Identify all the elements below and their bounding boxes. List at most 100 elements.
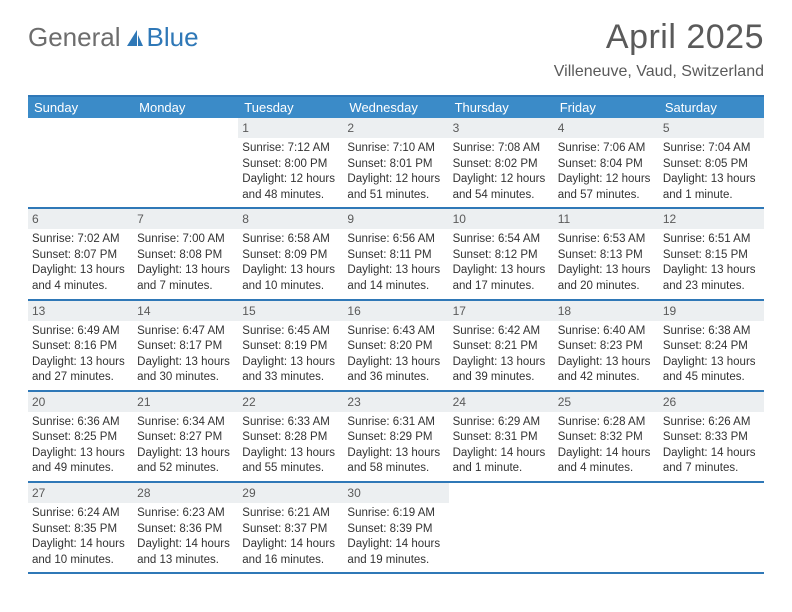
page-title: April 2025 <box>554 18 764 57</box>
day-cell: 23Sunrise: 6:31 AMSunset: 8:29 PMDayligh… <box>343 392 448 481</box>
brand-sail-icon <box>125 28 145 48</box>
daylight-text: Daylight: 13 hours and 30 minutes. <box>137 355 234 386</box>
sunset-text: Sunset: 8:19 PM <box>242 339 339 355</box>
daylight-text: Daylight: 13 hours and 1 minute. <box>663 172 760 203</box>
daylight-text: Daylight: 13 hours and 14 minutes. <box>347 263 444 294</box>
sunrise-text: Sunrise: 6:51 AM <box>663 232 760 248</box>
daylight-text: Daylight: 13 hours and 27 minutes. <box>32 355 129 386</box>
calendar: SundayMondayTuesdayWednesdayThursdayFrid… <box>28 95 764 574</box>
sunrise-text: Sunrise: 6:33 AM <box>242 415 339 431</box>
sunrise-text: Sunrise: 6:28 AM <box>558 415 655 431</box>
sunset-text: Sunset: 8:20 PM <box>347 339 444 355</box>
sunset-text: Sunset: 8:08 PM <box>137 248 234 264</box>
sunrise-text: Sunrise: 6:26 AM <box>663 415 760 431</box>
day-cell: 26Sunrise: 6:26 AMSunset: 8:33 PMDayligh… <box>659 392 764 481</box>
day-cell: 8 Sunrise: 6:58 AMSunset: 8:09 PMDaylight… <box>238 209 343 298</box>
day-cell: 7 Sunrise: 7:00 AMSunset: 8:08 PMDaylight… <box>133 209 238 298</box>
day-number: 26 <box>659 392 764 412</box>
sunset-text: Sunset: 8:16 PM <box>32 339 129 355</box>
day-number: 8 <box>238 209 343 229</box>
sunrise-text: Sunrise: 7:02 AM <box>32 232 129 248</box>
sunset-text: Sunset: 8:39 PM <box>347 522 444 538</box>
day-cell: 10Sunrise: 6:54 AMSunset: 8:12 PMDayligh… <box>449 209 554 298</box>
day-number: 14 <box>133 301 238 321</box>
sunrise-text: Sunrise: 6:21 AM <box>242 506 339 522</box>
sunrise-text: Sunrise: 6:24 AM <box>32 506 129 522</box>
daylight-text: Daylight: 13 hours and 7 minutes. <box>137 263 234 294</box>
day-number: 7 <box>133 209 238 229</box>
daylight-text: Daylight: 13 hours and 45 minutes. <box>663 355 760 386</box>
sunrise-text: Sunrise: 7:08 AM <box>453 141 550 157</box>
daylight-text: Daylight: 13 hours and 10 minutes. <box>242 263 339 294</box>
day-number: 3 <box>449 118 554 138</box>
day-cell: 6Sunrise: 7:02 AMSunset: 8:07 PMDaylight… <box>28 209 133 298</box>
daylight-text: Daylight: 12 hours and 57 minutes. <box>558 172 655 203</box>
daylight-text: Daylight: 13 hours and 20 minutes. <box>558 263 655 294</box>
daylight-text: Daylight: 14 hours and 19 minutes. <box>347 537 444 568</box>
day-number: 20 <box>28 392 133 412</box>
day-number: 4 <box>554 118 659 138</box>
day-number: 19 <box>659 301 764 321</box>
brand-part2: Blue <box>147 22 199 53</box>
sunrise-text: Sunrise: 7:10 AM <box>347 141 444 157</box>
daylight-text: Daylight: 13 hours and 55 minutes. <box>242 446 339 477</box>
sunset-text: Sunset: 8:27 PM <box>137 430 234 446</box>
weekday-header: Thursday <box>449 97 554 118</box>
day-number: 1 <box>238 118 343 138</box>
sunrise-text: Sunrise: 6:58 AM <box>242 232 339 248</box>
daylight-text: Daylight: 13 hours and 39 minutes. <box>453 355 550 386</box>
sunset-text: Sunset: 8:15 PM <box>663 248 760 264</box>
daylight-text: Daylight: 14 hours and 10 minutes. <box>32 537 129 568</box>
sunset-text: Sunset: 8:37 PM <box>242 522 339 538</box>
sunset-text: Sunset: 8:01 PM <box>347 157 444 173</box>
sunrise-text: Sunrise: 6:43 AM <box>347 324 444 340</box>
sunrise-text: Sunrise: 7:00 AM <box>137 232 234 248</box>
daylight-text: Daylight: 13 hours and 42 minutes. <box>558 355 655 386</box>
day-number: 22 <box>238 392 343 412</box>
sunrise-text: Sunrise: 6:45 AM <box>242 324 339 340</box>
day-cell: 12Sunrise: 6:51 AMSunset: 8:15 PMDayligh… <box>659 209 764 298</box>
day-cell: 4Sunrise: 7:06 AMSunset: 8:04 PMDaylight… <box>554 118 659 207</box>
day-number: 11 <box>554 209 659 229</box>
day-cell: 27Sunrise: 6:24 AMSunset: 8:35 PMDayligh… <box>28 483 133 572</box>
sunset-text: Sunset: 8:13 PM <box>558 248 655 264</box>
sunset-text: Sunset: 8:07 PM <box>32 248 129 264</box>
sunrise-text: Sunrise: 6:40 AM <box>558 324 655 340</box>
daylight-text: Daylight: 13 hours and 49 minutes. <box>32 446 129 477</box>
day-number: 29 <box>238 483 343 503</box>
weekday-header: Saturday <box>659 97 764 118</box>
sunrise-text: Sunrise: 6:19 AM <box>347 506 444 522</box>
sunset-text: Sunset: 8:04 PM <box>558 157 655 173</box>
daylight-text: Daylight: 12 hours and 48 minutes. <box>242 172 339 203</box>
day-cell: 29 Sunrise: 6:21 AMSunset: 8:37 PMDayligh… <box>238 483 343 572</box>
day-number: 10 <box>449 209 554 229</box>
day-cell <box>659 483 764 572</box>
sunset-text: Sunset: 8:11 PM <box>347 248 444 264</box>
daylight-text: Daylight: 14 hours and 16 minutes. <box>242 537 339 568</box>
sunset-text: Sunset: 8:32 PM <box>558 430 655 446</box>
day-cell: 2Sunrise: 7:10 AMSunset: 8:01 PMDaylight… <box>343 118 448 207</box>
sunset-text: Sunset: 8:12 PM <box>453 248 550 264</box>
day-number: 25 <box>554 392 659 412</box>
day-cell: 24Sunrise: 6:29 AMSunset: 8:31 PMDayligh… <box>449 392 554 481</box>
day-cell: 25 Sunrise: 6:28 AMSunset: 8:32 PMDayligh… <box>554 392 659 481</box>
day-cell: 13Sunrise: 6:49 AMSunset: 8:16 PMDayligh… <box>28 301 133 390</box>
day-number: 2 <box>343 118 448 138</box>
day-cell: 11Sunrise: 6:53 AMSunset: 8:13 PMDayligh… <box>554 209 659 298</box>
day-cell <box>554 483 659 572</box>
day-number: 21 <box>133 392 238 412</box>
sunset-text: Sunset: 8:09 PM <box>242 248 339 264</box>
sunrise-text: Sunrise: 6:38 AM <box>663 324 760 340</box>
day-number: 28 <box>133 483 238 503</box>
day-number: 16 <box>343 301 448 321</box>
sunset-text: Sunset: 8:00 PM <box>242 157 339 173</box>
weekday-header: Sunday <box>28 97 133 118</box>
daylight-text: Daylight: 14 hours and 4 minutes. <box>558 446 655 477</box>
sunset-text: Sunset: 8:05 PM <box>663 157 760 173</box>
sunrise-text: Sunrise: 6:29 AM <box>453 415 550 431</box>
sunset-text: Sunset: 8:02 PM <box>453 157 550 173</box>
sunset-text: Sunset: 8:33 PM <box>663 430 760 446</box>
day-cell: 17Sunrise: 6:42 AMSunset: 8:21 PMDayligh… <box>449 301 554 390</box>
day-number: 13 <box>28 301 133 321</box>
sunset-text: Sunset: 8:24 PM <box>663 339 760 355</box>
